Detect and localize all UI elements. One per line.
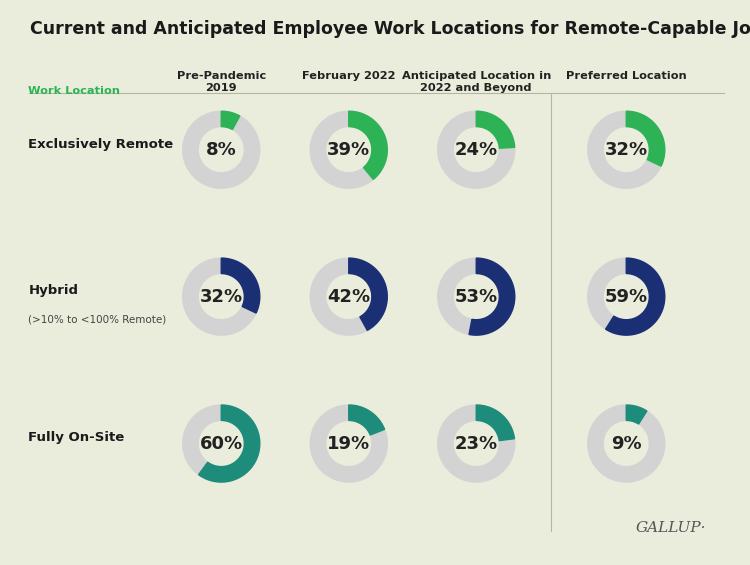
Text: Fully On-Site: Fully On-Site xyxy=(28,431,124,445)
Polygon shape xyxy=(476,405,514,441)
Polygon shape xyxy=(626,405,647,424)
Polygon shape xyxy=(605,258,664,335)
Text: Anticipated Location in
2022 and Beyond: Anticipated Location in 2022 and Beyond xyxy=(401,71,551,93)
Polygon shape xyxy=(310,258,387,335)
Text: 60%: 60% xyxy=(200,434,243,453)
Polygon shape xyxy=(310,405,387,482)
Polygon shape xyxy=(469,258,514,335)
Text: 32%: 32% xyxy=(604,141,648,159)
Polygon shape xyxy=(476,111,514,148)
Polygon shape xyxy=(626,111,664,166)
Text: Work Location: Work Location xyxy=(28,86,121,97)
Text: 19%: 19% xyxy=(327,434,370,453)
Text: 39%: 39% xyxy=(327,141,370,159)
Text: 42%: 42% xyxy=(327,288,370,306)
Polygon shape xyxy=(183,405,260,482)
Polygon shape xyxy=(438,258,515,335)
Polygon shape xyxy=(221,111,240,129)
Text: Current and Anticipated Employee Work Locations for Remote-Capable Jobs: Current and Anticipated Employee Work Lo… xyxy=(30,20,750,38)
Text: 24%: 24% xyxy=(454,141,498,159)
Polygon shape xyxy=(349,258,387,331)
Text: 32%: 32% xyxy=(200,288,243,306)
Polygon shape xyxy=(221,258,260,313)
Text: 53%: 53% xyxy=(454,288,498,306)
Text: Pre-Pandemic
2019: Pre-Pandemic 2019 xyxy=(177,71,266,93)
Polygon shape xyxy=(588,405,664,482)
Text: 23%: 23% xyxy=(454,434,498,453)
Polygon shape xyxy=(310,111,387,188)
Polygon shape xyxy=(183,258,260,335)
Polygon shape xyxy=(438,405,515,482)
Text: 8%: 8% xyxy=(206,141,237,159)
Polygon shape xyxy=(183,111,260,188)
Polygon shape xyxy=(588,111,664,188)
Text: 59%: 59% xyxy=(604,288,648,306)
Text: 9%: 9% xyxy=(611,434,641,453)
Polygon shape xyxy=(349,111,387,180)
Text: GALLUP·: GALLUP· xyxy=(636,521,706,535)
Text: Preferred Location: Preferred Location xyxy=(566,71,687,81)
Polygon shape xyxy=(438,111,515,188)
Text: February 2022: February 2022 xyxy=(302,71,395,81)
Text: (>10% to <100% Remote): (>10% to <100% Remote) xyxy=(28,314,166,324)
Polygon shape xyxy=(349,405,385,435)
Text: Hybrid: Hybrid xyxy=(28,284,79,298)
Polygon shape xyxy=(199,405,260,482)
Polygon shape xyxy=(588,258,664,335)
Text: Exclusively Remote: Exclusively Remote xyxy=(28,137,173,151)
